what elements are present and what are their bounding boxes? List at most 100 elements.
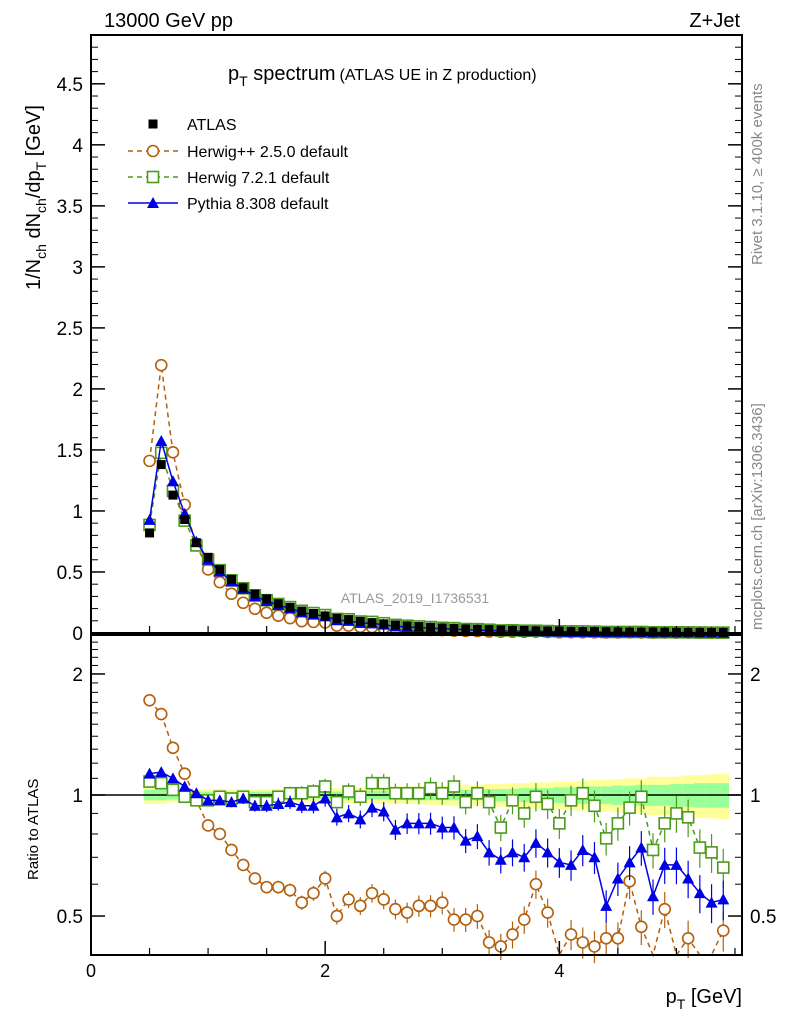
main-point — [272, 609, 285, 623]
main-point — [166, 475, 179, 487]
atlas-point — [180, 515, 190, 525]
ratio-point — [377, 776, 391, 790]
ratio-point — [412, 899, 426, 913]
ratio-point — [377, 893, 391, 906]
atlas-point — [308, 608, 318, 618]
atlas-point — [449, 623, 459, 633]
ratio-point — [588, 851, 601, 863]
ratio-point — [389, 823, 402, 835]
ratio-point — [154, 776, 168, 790]
ratio-point — [248, 799, 261, 811]
ratio-point — [483, 846, 496, 858]
ratio-point — [447, 821, 460, 833]
ratio-point — [599, 932, 613, 945]
ratio-point — [225, 843, 238, 857]
ratio-point — [693, 841, 707, 854]
legend-label: Herwig 7.2.1 default — [187, 170, 330, 187]
ratio-point — [541, 906, 554, 919]
ratio-point — [658, 858, 671, 870]
ratio-point — [365, 776, 379, 790]
ratio-point — [342, 785, 355, 798]
main-point — [213, 575, 227, 589]
ratio-point — [635, 790, 648, 804]
atlas-point — [589, 627, 599, 637]
ratio-point — [647, 890, 660, 902]
ratio-point — [611, 872, 624, 884]
ratio-point — [717, 893, 730, 905]
atlas-point — [344, 615, 354, 625]
atlas-point — [426, 622, 436, 632]
ratio-point — [307, 785, 320, 798]
ratio-point — [412, 817, 425, 829]
ratio-point — [248, 872, 262, 885]
ratio-point — [588, 940, 601, 953]
y-tick-label: 2.5 — [57, 319, 83, 340]
ratio-point — [482, 936, 496, 949]
atlas-point — [273, 599, 283, 609]
ratio-point — [354, 813, 367, 825]
y-tick-label: 4.5 — [57, 75, 83, 96]
atlas-point — [566, 626, 576, 636]
main-point — [248, 602, 262, 616]
legend-label: Pythia 8.308 default — [187, 196, 329, 213]
ratio-point — [553, 817, 566, 830]
atlas-point — [390, 620, 400, 630]
atlas-point — [379, 619, 389, 629]
ratio-point — [623, 801, 636, 814]
y-axis-label: 1/Nch dNch/dpT [GeV] — [23, 105, 49, 290]
ratio-point — [166, 772, 179, 784]
ratio-point — [283, 883, 297, 897]
ratio-point — [600, 899, 613, 911]
legend: ATLAS Herwig++ 2.5.0 default Herwig 7.2.1 … — [128, 117, 349, 213]
ratio-point — [236, 858, 250, 872]
y-tick-label: 3 — [72, 258, 83, 279]
ratio-point — [342, 893, 355, 906]
ratio-point — [681, 932, 695, 945]
ratio-point — [658, 902, 672, 916]
ratio-point — [166, 741, 180, 755]
main-point — [166, 446, 180, 459]
ratio-point — [471, 786, 484, 800]
atlas-point — [145, 528, 155, 538]
main-frame — [90, 34, 743, 634]
ratio-point — [424, 899, 437, 913]
ratio-tick-label: 1 — [72, 786, 83, 807]
ratio-point — [319, 792, 332, 804]
x-axis-label: pT [GeV] — [666, 986, 742, 1012]
x-tick-label: 4 — [554, 961, 564, 981]
ratio-point — [482, 795, 496, 809]
ratio-point — [506, 794, 519, 807]
atlas-point — [402, 621, 412, 631]
ratio-point — [670, 807, 683, 820]
ratio-point — [330, 795, 344, 809]
ratio-point — [658, 817, 672, 830]
ratio-point — [494, 821, 508, 834]
ratio-point — [553, 856, 566, 868]
ratio-point — [436, 821, 449, 833]
ratio-point — [529, 877, 543, 891]
header-left: 13000 GeV pp — [104, 10, 233, 32]
main-point — [154, 358, 168, 372]
ratio-point — [529, 836, 542, 848]
ratio-point — [576, 936, 590, 949]
legend-marker — [148, 119, 158, 129]
ratio-point — [447, 913, 461, 926]
legend-label: Herwig++ 2.5.0 default — [187, 144, 349, 161]
ratio-point — [435, 896, 449, 909]
atlas-point — [250, 589, 260, 599]
mcplots-label: mcplots.cern.ch [arXiv:1306.3436] — [749, 403, 766, 630]
ratio-point — [435, 786, 449, 800]
ratio-point — [330, 811, 343, 823]
header-right: Z+Jet — [689, 10, 740, 32]
atlas-point — [355, 616, 365, 626]
ratio-point — [389, 902, 402, 916]
ratio-point — [506, 846, 519, 858]
ratio-point — [201, 819, 215, 832]
watermark: ATLAS_2019_I1736531 — [341, 590, 490, 606]
ratio-point — [599, 832, 613, 845]
ratio-point — [670, 858, 683, 870]
ratio-point — [272, 880, 285, 894]
main-point — [283, 611, 297, 625]
legend-marker — [146, 170, 160, 184]
